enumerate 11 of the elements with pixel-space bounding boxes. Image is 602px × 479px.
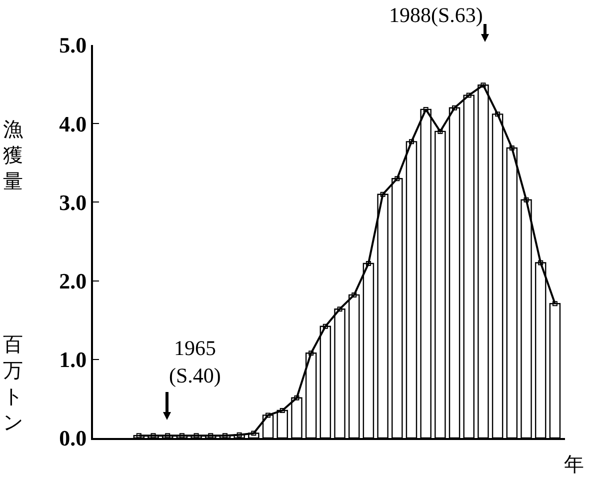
y-tick-label: 4.0 xyxy=(59,111,87,136)
y-tick-label: 3.0 xyxy=(59,190,87,215)
y-axis-title: 漁獲量 xyxy=(3,117,23,193)
x-axis-title: 年 xyxy=(564,452,584,476)
y-tick-label: 5.0 xyxy=(59,32,87,58)
text: 1988(S.63) xyxy=(389,3,483,27)
y-tick-label: 0.0 xyxy=(59,426,87,451)
text: 百万トン xyxy=(3,332,23,434)
y-tick-label: 2.0 xyxy=(59,268,87,294)
annotation: 1965 (S.40) xyxy=(169,336,221,388)
y-tick-label: 1.0 xyxy=(59,347,87,372)
